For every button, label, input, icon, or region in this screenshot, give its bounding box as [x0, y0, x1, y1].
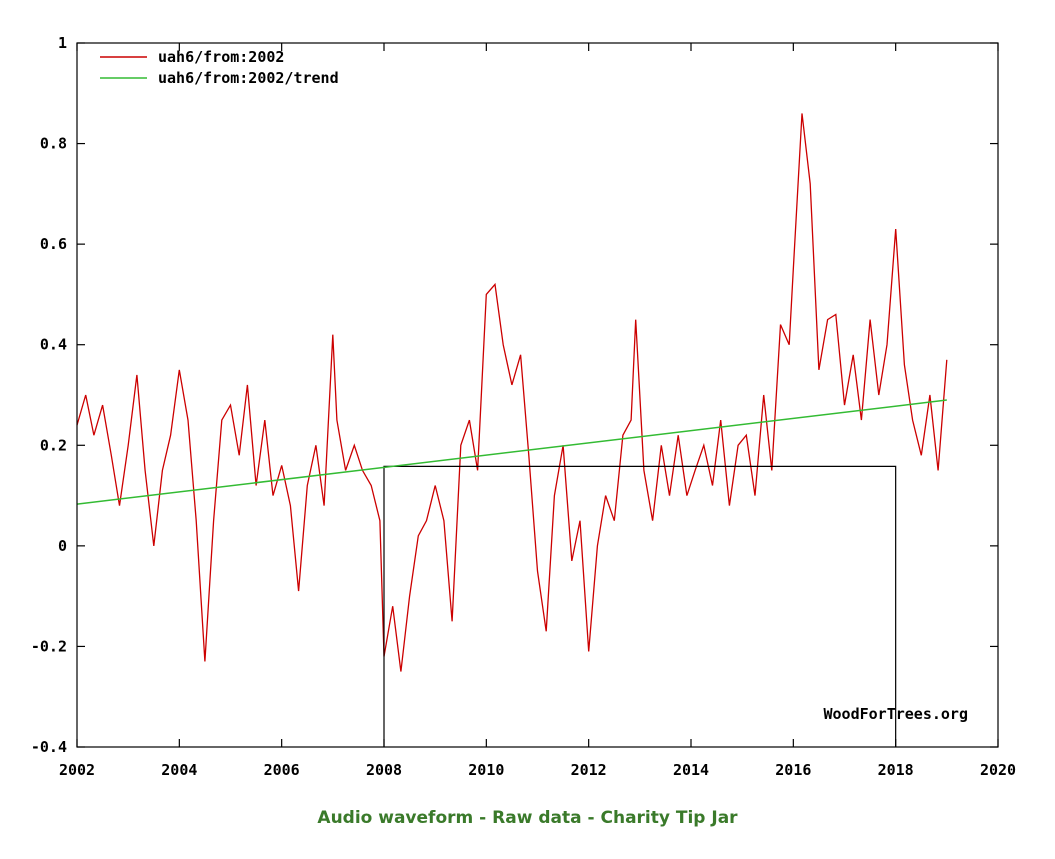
x-tick-label: 2014 [673, 761, 709, 779]
footer-separator: - [473, 808, 493, 828]
y-axis-ticks: -0.4 -0.2 0 0.2 0.4 0.6 0.8 1 [31, 34, 998, 756]
x-tick-label: 2004 [161, 761, 197, 779]
x-tick-label: 2010 [468, 761, 504, 779]
y-tick-label: 0.4 [40, 336, 67, 354]
y-tick-label: -0.4 [31, 738, 67, 756]
annotation-box [383, 465, 897, 747]
y-tick-label: 0.8 [40, 135, 67, 153]
y-tick-label: 1 [58, 34, 67, 52]
x-tick-label: 2012 [571, 761, 607, 779]
footer-links: Audio waveform - Raw data - Charity Tip … [0, 808, 1055, 828]
legend: uah6/from:2002 uah6/from:2002/trend [100, 48, 339, 87]
credit-text: WoodForTrees.org [824, 705, 969, 723]
plot-frame [76, 42, 999, 748]
x-tick-label: 2008 [366, 761, 402, 779]
x-tick-label: 2006 [264, 761, 300, 779]
series-line-uah6 [76, 113, 948, 672]
charity-tip-jar-link[interactable]: Charity Tip Jar [600, 808, 738, 828]
line-chart: -0.4-0.200.20.40.60.81 2002 2004 2006 2008 2… [31, 34, 1016, 779]
x-tick-label: 2018 [878, 761, 914, 779]
y-tick-label: -0.2 [31, 637, 67, 655]
legend-label-trend: uah6/from:2002/trend [158, 69, 339, 87]
series-line-trend [76, 399, 947, 505]
footer-separator: - [581, 808, 601, 828]
x-tick-label: 2002 [59, 761, 95, 779]
x-axis-ticks: 2002 2004 2006 2008 2010 2012 2014 2016 2018 2020 [59, 43, 1016, 779]
raw-data-link[interactable]: Raw data [492, 808, 582, 828]
x-tick-label: 2020 [980, 761, 1016, 779]
audio-waveform-link[interactable]: Audio waveform [317, 808, 474, 828]
y-tick-label: 0.2 [40, 436, 67, 454]
legend-label-uah6: uah6/from:2002 [158, 48, 284, 66]
y-tick-label: 0.6 [40, 235, 67, 253]
x-tick-label: 2016 [775, 761, 811, 779]
y-tick-label: 0 [58, 537, 67, 555]
